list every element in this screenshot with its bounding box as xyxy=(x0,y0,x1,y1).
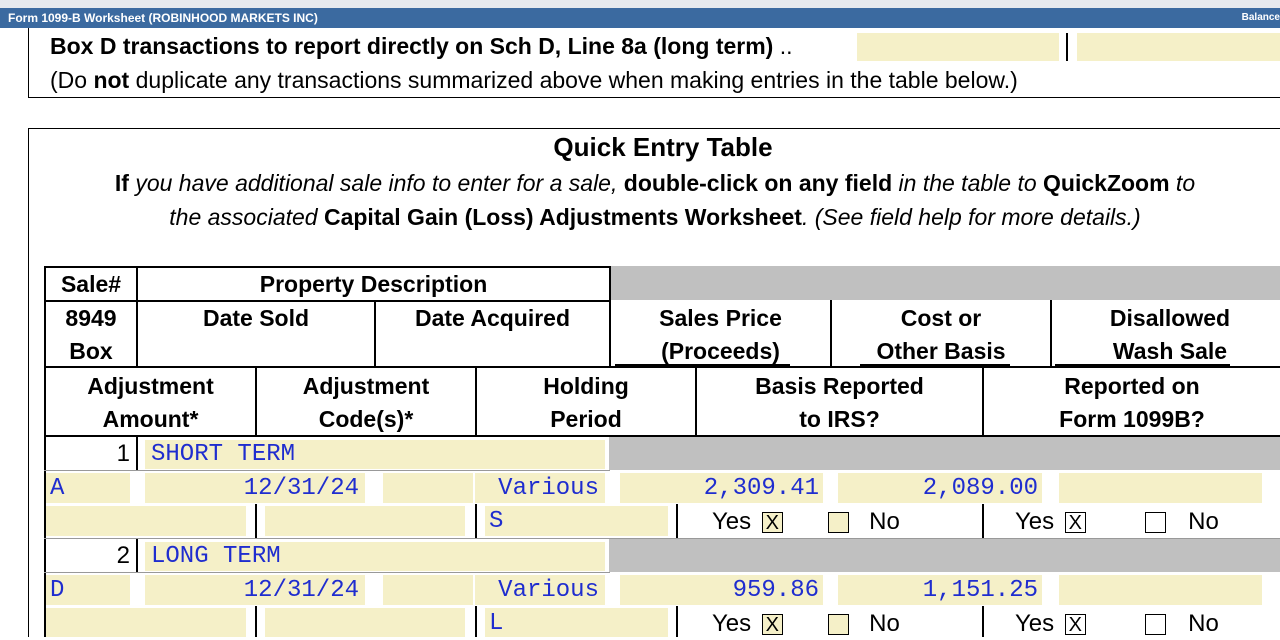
box-d-label: Box D transactions to report directly on… xyxy=(50,33,793,59)
cost-basis-field[interactable]: 2,089.00 xyxy=(838,473,1042,503)
header-wash-sale: Disallowed Wash Sale xyxy=(1109,305,1231,364)
header-8949-box: 8949 Box xyxy=(65,305,117,364)
cost-basis-field[interactable]: 1,151.25 xyxy=(838,575,1042,605)
proceeds-field[interactable]: 2,309.41 xyxy=(620,473,823,503)
row-gray-block xyxy=(609,539,1280,572)
basis-reported-options: Yes X No xyxy=(712,508,900,535)
header-reported-on-form: Reported on Form 1099B? xyxy=(1059,373,1205,432)
box-8949-field[interactable]: A xyxy=(46,473,130,503)
header-sales-price: Sales Price (Proceeds) xyxy=(659,305,782,364)
form-reported-options: Yes X No xyxy=(1015,610,1219,637)
sale-num: 1 xyxy=(116,440,130,467)
header-basis-reported: Basis Reported to IRS? xyxy=(755,373,924,432)
adjustment-amount-field[interactable] xyxy=(46,506,246,536)
box-d-amount-field-2[interactable] xyxy=(1077,33,1280,61)
holding-period-field[interactable]: S xyxy=(485,506,668,536)
box-d-note: (Do not duplicate any transactions summa… xyxy=(50,67,1018,93)
basis-no-checkbox[interactable] xyxy=(827,614,849,636)
adjustment-amount-field[interactable] xyxy=(46,608,246,637)
header-property-description: Property Description xyxy=(259,271,488,297)
header-cost-basis: Cost or Other Basis xyxy=(876,305,1006,364)
wash-sale-field[interactable] xyxy=(1059,473,1262,503)
property-description-field[interactable]: LONG TERM xyxy=(145,542,605,571)
header-sale-num: Sale# xyxy=(60,271,122,297)
sale-num: 2 xyxy=(116,542,130,569)
header-date-acquired: Date Acquired xyxy=(414,305,571,331)
acquired-various-field[interactable]: Various xyxy=(475,575,605,605)
box-d-amount-field-1[interactable] xyxy=(857,33,1059,61)
proceeds-field[interactable]: 959.86 xyxy=(620,575,823,605)
date-acquired-field[interactable] xyxy=(383,575,473,605)
holding-period-field[interactable]: L xyxy=(485,608,668,637)
quick-entry-title: Quick Entry Table xyxy=(553,132,773,162)
window-title-bar: Form 1099-B Worksheet (ROBINHOOD MARKETS… xyxy=(0,8,1280,28)
field-divider xyxy=(1066,33,1068,61)
top-toolbar-strip xyxy=(0,0,1280,8)
form-yes-checkbox[interactable]: X xyxy=(1064,512,1086,534)
form-no-checkbox[interactable] xyxy=(1144,614,1166,636)
header-holding-period: Holding Period xyxy=(543,373,629,432)
window-title: Form 1099-B Worksheet (ROBINHOOD MARKETS… xyxy=(8,11,318,25)
balance-label: Balance xyxy=(1241,12,1280,23)
box-8949-field[interactable]: D xyxy=(46,575,130,605)
quick-entry-frame xyxy=(28,128,1280,637)
form-no-checkbox[interactable] xyxy=(1144,512,1166,534)
quick-entry-instructions-line1: If you have additional sale info to ente… xyxy=(114,170,1196,196)
header-adjustment-codes: Adjustment Code(s)* xyxy=(302,373,430,432)
basis-no-checkbox[interactable] xyxy=(827,512,849,534)
header-date-sold: Date Sold xyxy=(202,305,310,331)
row-gray-block xyxy=(609,437,1280,470)
form-reported-options: Yes X No xyxy=(1015,508,1219,535)
adjustment-code-field[interactable] xyxy=(265,506,465,536)
property-description-field[interactable]: SHORT TERM xyxy=(145,440,605,469)
adjustment-code-field[interactable] xyxy=(265,608,465,637)
acquired-various-field[interactable]: Various xyxy=(475,473,605,503)
wash-sale-field[interactable] xyxy=(1059,575,1262,605)
date-sold-field[interactable]: 12/31/24 xyxy=(145,575,365,605)
box-d-section xyxy=(28,28,1280,98)
header-gray-block xyxy=(609,266,1280,300)
basis-yes-checkbox[interactable]: X xyxy=(761,614,783,636)
quick-entry-instructions-line2: the associated Capital Gain (Loss) Adjus… xyxy=(169,204,1141,230)
basis-yes-checkbox[interactable]: X xyxy=(761,512,783,534)
date-sold-field[interactable]: 12/31/24 xyxy=(145,473,365,503)
form-yes-checkbox[interactable]: X xyxy=(1064,614,1086,636)
basis-reported-options: Yes X No xyxy=(712,610,900,637)
date-acquired-field[interactable] xyxy=(383,473,473,503)
header-adjustment-amount: Adjustment Amount* xyxy=(87,373,214,432)
